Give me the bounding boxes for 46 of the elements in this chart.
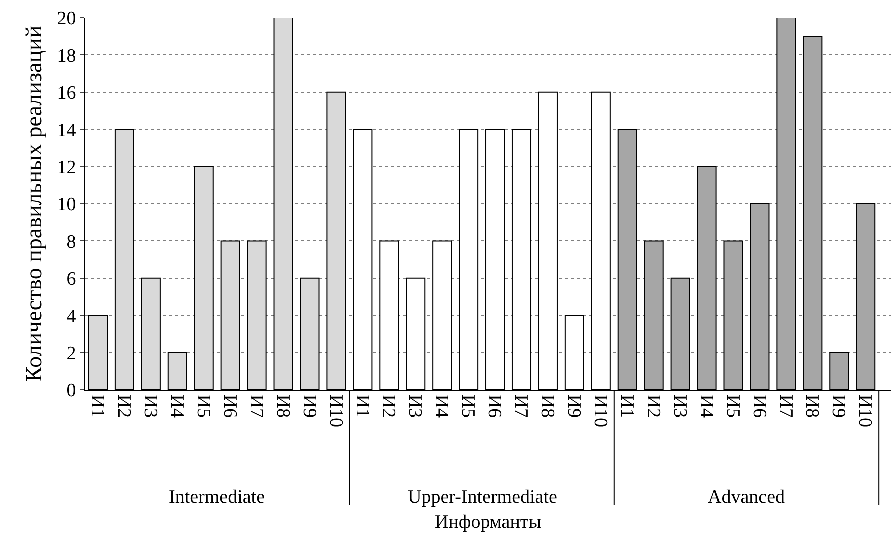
x-tick-label: И1	[87, 394, 108, 418]
x-tick-label: И4	[431, 394, 452, 419]
x-tick-label: И9	[298, 394, 320, 418]
text: Intermediate	[169, 487, 266, 508]
y-tick-label: 20	[57, 8, 76, 30]
x-tick-label: И7	[246, 394, 267, 418]
x-tick-label: И10	[325, 394, 346, 428]
x-tick-label: И8	[272, 394, 294, 418]
x-tick-label: И4	[696, 394, 717, 419]
y-tick-label: 18	[57, 46, 76, 67]
x-axis-title: Информанты	[435, 512, 542, 533]
y-tick-label: 4	[66, 306, 77, 328]
x-tick-label: И3	[404, 394, 426, 418]
x-tick-label: И6	[484, 394, 506, 418]
x-tick-label: И8	[537, 394, 558, 418]
text: Advanced	[708, 487, 786, 508]
x-tick-label: И1	[352, 394, 373, 418]
x-tick-label: И2	[642, 394, 664, 418]
text: Upper-Intermediate	[408, 487, 558, 508]
x-tick-label: И4	[166, 394, 188, 419]
x-tick-label: И8	[802, 394, 823, 418]
y-tick-label: 2	[66, 343, 76, 364]
y-tick-label: 8	[66, 232, 76, 253]
y-tick-label: 12	[57, 157, 76, 178]
x-tick-label: И7	[510, 394, 532, 418]
x-tick-label: И9	[828, 394, 850, 418]
x-tick-label: И3	[140, 394, 161, 418]
y-tick-label: 14	[57, 120, 77, 142]
x-tick-label: И1	[616, 394, 638, 418]
x-tick-label: И2	[114, 394, 135, 418]
x-tick-label: И2	[378, 394, 400, 418]
x-tick-label: И5	[722, 394, 744, 418]
y-tick-label: 0	[66, 380, 76, 402]
y-tick-label: 6	[66, 269, 76, 290]
x-tick-label: И5	[458, 394, 479, 418]
x-tick-label: И3	[669, 394, 690, 418]
y-axis-title: Количество правильных реализаций	[22, 26, 47, 382]
y-tick-label: 16	[57, 83, 76, 104]
x-tick-label: И7	[775, 394, 796, 418]
x-tick-label: И10	[590, 394, 611, 428]
y-tick-label: 10	[57, 194, 76, 216]
x-tick-label: И5	[192, 394, 214, 418]
x-tick-label: И6	[748, 394, 770, 418]
x-tick-label: И10	[854, 394, 876, 428]
x-tick-label: И9	[564, 394, 585, 418]
x-tick-label: И6	[219, 394, 240, 418]
